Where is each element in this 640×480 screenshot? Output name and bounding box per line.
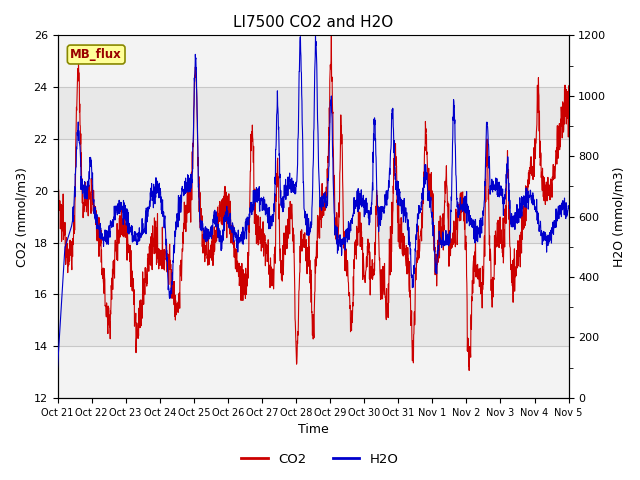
Bar <box>58 294 568 346</box>
Title: LI7500 CO2 and H2O: LI7500 CO2 and H2O <box>233 15 393 30</box>
Bar <box>58 242 568 294</box>
Bar <box>58 191 568 242</box>
Y-axis label: CO2 (mmol/m3): CO2 (mmol/m3) <box>15 167 28 266</box>
Bar <box>58 139 568 191</box>
Y-axis label: H2O (mmol/m3): H2O (mmol/m3) <box>612 167 625 267</box>
Bar <box>58 36 568 87</box>
Bar <box>58 87 568 139</box>
Bar <box>58 346 568 398</box>
X-axis label: Time: Time <box>298 423 328 436</box>
Text: MB_flux: MB_flux <box>70 48 122 61</box>
Legend: CO2, H2O: CO2, H2O <box>236 447 404 471</box>
